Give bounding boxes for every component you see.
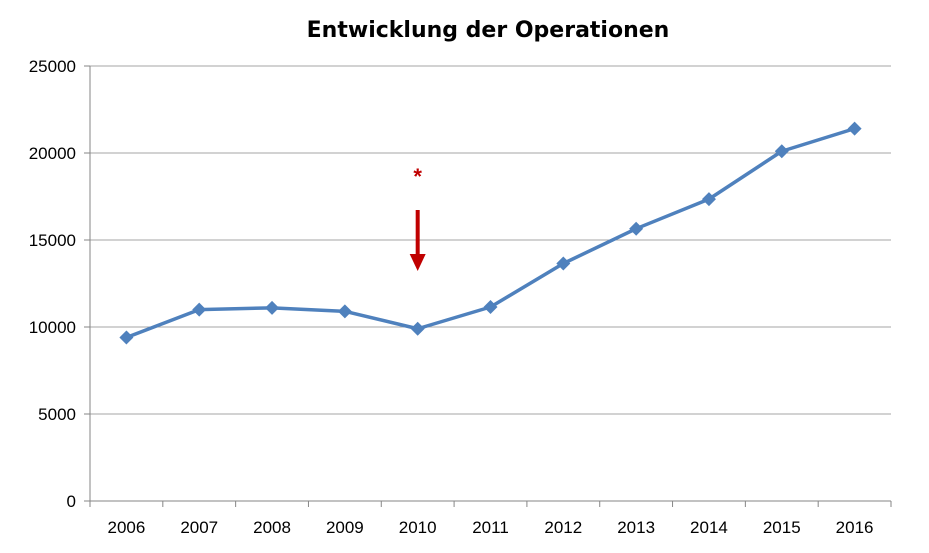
y-tick-label: 25000 [29, 57, 76, 76]
x-tick-label: 2011 [472, 518, 509, 537]
x-tick-label: 2016 [836, 518, 874, 537]
x-tick-label: 2014 [690, 518, 728, 537]
data-point-2016 [847, 121, 862, 136]
data-point-2007 [192, 302, 207, 317]
x-tick-label: 2013 [617, 518, 655, 537]
data-point-2008 [265, 300, 280, 315]
y-tick-label: 5000 [38, 405, 76, 424]
annotations: * [409, 164, 426, 271]
x-tick-label: 2007 [180, 518, 218, 537]
x-tick-label: 2015 [763, 518, 801, 537]
x-tick-label: 2009 [326, 518, 364, 537]
x-tick-label: 2006 [107, 518, 145, 537]
data-point-2009 [337, 304, 352, 319]
data-point-2015 [774, 144, 789, 159]
y-tick-label: 0 [67, 492, 76, 511]
y-tick-label: 15000 [29, 231, 76, 250]
y-tick-label: 20000 [29, 144, 76, 163]
annotation-arrow-head [409, 254, 426, 271]
x-tick-label: 2008 [253, 518, 291, 537]
gridlines [90, 65, 891, 415]
annotation-asterisk: * [413, 164, 422, 189]
data-point-2012 [556, 256, 571, 271]
data-point-2006 [119, 330, 134, 345]
data-point-2013 [629, 221, 644, 236]
x-axis-tick-labels: 2006 2007 2008 2009 2010 2011 2012 2013 2014 2015… [107, 518, 873, 537]
data-point-2011 [483, 299, 498, 314]
data-point-2014 [701, 192, 716, 207]
x-tick-label: 2010 [399, 518, 437, 537]
y-axis-tick-labels: 0 5000 10000 15000 20000 25000 [29, 57, 76, 511]
axes [84, 65, 892, 507]
x-tick-label: 2012 [544, 518, 582, 537]
chart-title: Entwicklung der Operationen [307, 18, 670, 43]
data-point-2010 [410, 321, 425, 336]
y-tick-label: 10000 [29, 318, 76, 337]
data-series [119, 121, 862, 345]
